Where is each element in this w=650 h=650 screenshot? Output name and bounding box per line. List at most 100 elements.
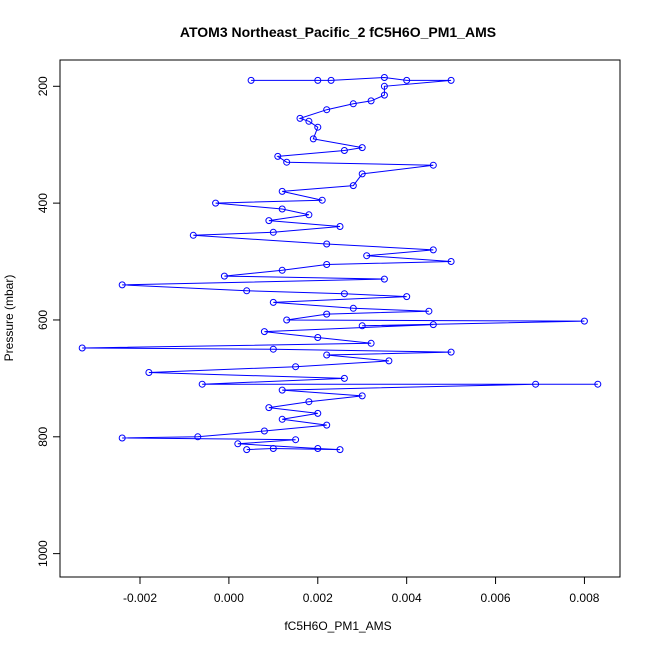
data-point bbox=[349, 100, 357, 108]
x-axis: -0.002 0.000 0.002 0.004 0.006 0.008 bbox=[123, 577, 600, 605]
y-axis-label: Pressure (mbar) bbox=[2, 275, 16, 362]
data-point bbox=[367, 97, 375, 105]
data-point bbox=[314, 123, 322, 131]
data-point bbox=[283, 316, 291, 324]
data-point bbox=[234, 440, 242, 448]
data-point bbox=[243, 446, 251, 454]
data-point bbox=[380, 82, 388, 90]
data-point bbox=[380, 91, 388, 99]
x-tick-label: 0.004 bbox=[392, 591, 422, 605]
x-tick-label: 0.006 bbox=[481, 591, 511, 605]
data-point bbox=[314, 334, 322, 341]
data-point bbox=[340, 290, 348, 298]
data-point bbox=[447, 258, 455, 265]
data-point bbox=[363, 252, 371, 260]
data-point bbox=[594, 380, 602, 388]
data-point bbox=[243, 287, 251, 295]
data-point bbox=[349, 304, 357, 312]
y-tick-label: 1000 bbox=[36, 540, 50, 567]
data-point bbox=[429, 321, 437, 329]
data-point bbox=[278, 415, 286, 423]
data-point bbox=[403, 76, 411, 84]
data-point bbox=[323, 421, 331, 429]
data-point bbox=[274, 152, 282, 160]
y-tick-label: 800 bbox=[36, 426, 50, 446]
data-point bbox=[269, 445, 277, 452]
data-point bbox=[189, 231, 197, 239]
data-point bbox=[265, 217, 273, 225]
data-point bbox=[118, 281, 126, 289]
data-point bbox=[269, 228, 277, 236]
series-line bbox=[82, 76, 598, 451]
data-point bbox=[305, 117, 313, 125]
data-point bbox=[349, 182, 357, 190]
data-point bbox=[212, 199, 220, 207]
data-point bbox=[358, 322, 366, 330]
data-point bbox=[278, 386, 286, 394]
chart-title: ATOM3 Northeast_Pacific_2 fC5H6O_PM1_AMS bbox=[180, 24, 496, 40]
data-point bbox=[269, 298, 277, 306]
data-point bbox=[385, 357, 393, 365]
data-point bbox=[220, 272, 228, 280]
data-point bbox=[323, 106, 331, 114]
x-tick-label: 0.002 bbox=[303, 591, 333, 605]
data-point bbox=[145, 369, 153, 376]
data-point bbox=[283, 158, 291, 166]
data-point bbox=[296, 114, 304, 122]
x-tick-label: -0.002 bbox=[123, 591, 157, 605]
data-point bbox=[198, 380, 206, 388]
data-point bbox=[269, 345, 277, 353]
data-point bbox=[194, 433, 202, 441]
data-point bbox=[260, 328, 268, 336]
data-point bbox=[314, 445, 322, 452]
data-point bbox=[380, 74, 388, 81]
x-tick-label: 0.000 bbox=[214, 591, 244, 605]
series-layer bbox=[78, 74, 602, 454]
y-tick-label: 200 bbox=[36, 76, 50, 96]
data-point bbox=[305, 211, 313, 219]
data-point bbox=[314, 76, 322, 84]
data-point bbox=[309, 135, 317, 143]
data-point bbox=[403, 293, 411, 301]
data-point bbox=[336, 223, 344, 230]
data-point bbox=[380, 275, 388, 283]
data-point bbox=[425, 307, 433, 315]
x-axis-label: fC5H6O_PM1_AMS bbox=[284, 619, 391, 633]
data-point bbox=[327, 76, 335, 84]
data-point bbox=[358, 392, 366, 400]
data-point bbox=[305, 398, 313, 406]
data-point bbox=[323, 351, 331, 359]
data-point bbox=[447, 348, 455, 356]
data-point bbox=[358, 170, 366, 178]
x-tick-label: 0.008 bbox=[569, 591, 599, 605]
data-point bbox=[447, 76, 455, 84]
data-point bbox=[323, 310, 331, 318]
data-point bbox=[340, 374, 348, 382]
y-axis: 200 400 600 800 1000 bbox=[36, 76, 60, 567]
data-point bbox=[278, 187, 286, 195]
data-point bbox=[260, 427, 268, 435]
data-point bbox=[314, 409, 322, 417]
data-point bbox=[292, 363, 300, 371]
data-point bbox=[78, 344, 86, 352]
data-point bbox=[278, 266, 286, 274]
data-point bbox=[429, 246, 437, 254]
data-point bbox=[358, 144, 366, 152]
data-point bbox=[292, 436, 300, 444]
data-point bbox=[265, 404, 273, 412]
data-point bbox=[278, 205, 286, 213]
data-point bbox=[340, 147, 348, 154]
y-tick-label: 400 bbox=[36, 193, 50, 213]
data-point bbox=[118, 434, 126, 442]
data-point bbox=[532, 380, 540, 388]
data-point bbox=[318, 196, 326, 204]
data-point bbox=[367, 339, 375, 347]
data-point bbox=[323, 240, 331, 248]
data-point bbox=[336, 446, 344, 454]
data-point bbox=[323, 261, 331, 268]
data-point bbox=[429, 161, 437, 169]
data-point bbox=[247, 76, 255, 84]
data-point bbox=[580, 317, 588, 325]
y-tick-label: 600 bbox=[36, 310, 50, 330]
